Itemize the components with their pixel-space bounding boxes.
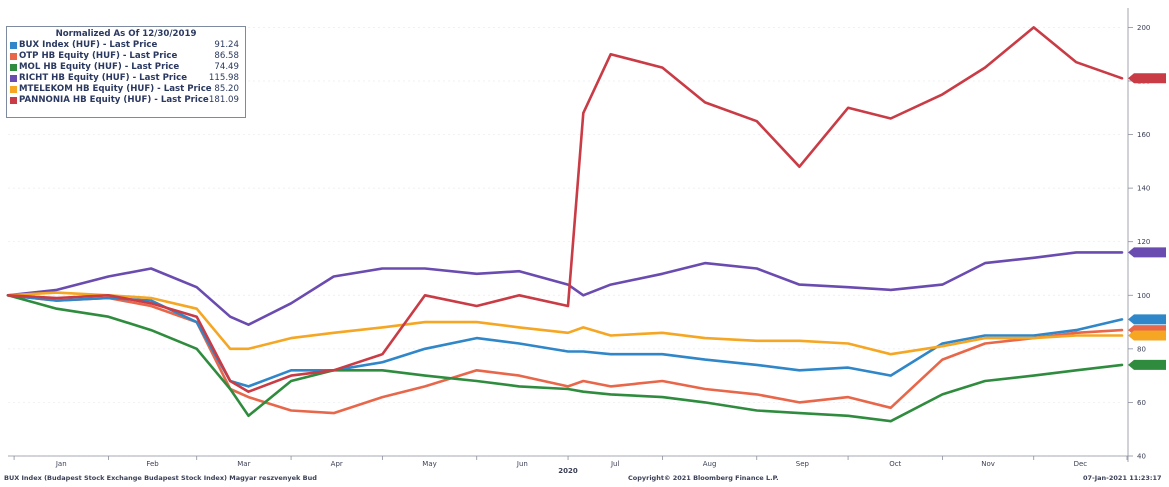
last-value-tag <box>1128 73 1166 84</box>
last-value-tag <box>1128 314 1166 325</box>
y-tick-label: 60 <box>1137 399 1146 407</box>
legend-label: MOL HB Equity (HUF) - Last Price <box>19 62 180 72</box>
y-tick-label: 140 <box>1137 185 1150 193</box>
legend-swatch <box>10 97 17 104</box>
legend-label: MTELEKOM HB Equity (HUF) - Last Price <box>19 84 212 94</box>
legend-value: 91.24 <box>214 40 239 50</box>
legend-item: BUX Index (HUF) - Last Price 91.24 <box>7 40 245 51</box>
series-line <box>6 26 1124 394</box>
x-tick-label: May <box>422 460 436 468</box>
series-line <box>6 291 1124 356</box>
x-tick-label: Jul <box>610 460 620 468</box>
legend-value: 85.20 <box>214 84 239 94</box>
chart-legend: Normalized As Of 12/30/2019 BUX Index (H… <box>6 26 246 118</box>
footer-copyright: Copyright© 2021 Bloomberg Finance L.P. <box>628 474 779 482</box>
legend-swatch <box>10 75 17 82</box>
legend-label: BUX Index (HUF) - Last Price <box>19 40 158 50</box>
series-line <box>6 293 1124 415</box>
last-value-tags <box>1128 73 1166 370</box>
legend-title: Normalized As Of 12/30/2019 <box>55 29 197 39</box>
x-year-label: 2020 <box>558 467 578 475</box>
y-tick-label: 80 <box>1137 345 1146 353</box>
x-tick-label: Oct <box>889 460 901 468</box>
legend-label: RICHT HB Equity (HUF) - Last Price <box>19 73 188 83</box>
x-tick-label: Nov <box>981 460 995 468</box>
x-tick-label: Dec <box>1074 460 1088 468</box>
x-tick-label: Jun <box>516 460 528 468</box>
series-line <box>6 293 1124 388</box>
x-tick-label: Jan <box>55 460 67 468</box>
legend-swatch <box>10 53 17 60</box>
footer-source: BUX Index (Budapest Stock Exchange Budap… <box>4 474 317 482</box>
series-line <box>6 293 1124 423</box>
legend-label: PANNONIA HB Equity (HUF) - Last Price <box>19 95 209 105</box>
legend-swatch <box>10 86 17 93</box>
legend-swatch <box>10 64 17 71</box>
footer-timestamp: 07-Jan-2021 11:23:17 <box>1083 474 1162 482</box>
series-layer <box>6 26 1124 423</box>
x-tick-label: Mar <box>237 460 250 468</box>
legend-value: 181.09 <box>208 95 239 105</box>
y-tick-label: 160 <box>1137 131 1150 139</box>
x-tick-label: Aug <box>703 460 717 468</box>
legend-item: MTELEKOM HB Equity (HUF) - Last Price 85.… <box>7 84 245 95</box>
legend-swatch <box>10 42 17 49</box>
x-tick-label: Sep <box>796 460 810 468</box>
legend-item: RICHT HB Equity (HUF) - Last Price 115.98 <box>7 73 245 84</box>
legend-item: OTP HB Equity (HUF) - Last Price 86.58 <box>7 51 245 62</box>
last-value-tag <box>1128 359 1166 370</box>
legend-value: 115.98 <box>208 73 239 83</box>
x-axis-bottom: Jan Feb Mar Apr May Jun Jul Aug Sep Oct Nov Dec 2020 <box>8 455 1128 475</box>
x-tick-label: Feb <box>146 460 159 468</box>
legend-item: MOL HB Equity (HUF) - Last Price 74.49 <box>7 62 245 73</box>
legend-value: 86.58 <box>214 51 239 61</box>
series-line <box>6 251 1124 327</box>
last-value-tag <box>1128 330 1166 341</box>
last-value-tag <box>1128 247 1166 258</box>
y-tick-label: 120 <box>1137 238 1150 246</box>
legend-item: PANNONIA HB Equity (HUF) - Last Price 181… <box>7 95 245 106</box>
x-tick-label: Apr <box>331 460 343 468</box>
y-tick-label: 200 <box>1137 24 1150 32</box>
legend-value: 74.49 <box>214 62 239 72</box>
legend-label: OTP HB Equity (HUF) - Last Price <box>19 51 178 61</box>
y-tick-label: 100 <box>1137 292 1150 300</box>
y-tick-label: 40 <box>1137 453 1146 461</box>
